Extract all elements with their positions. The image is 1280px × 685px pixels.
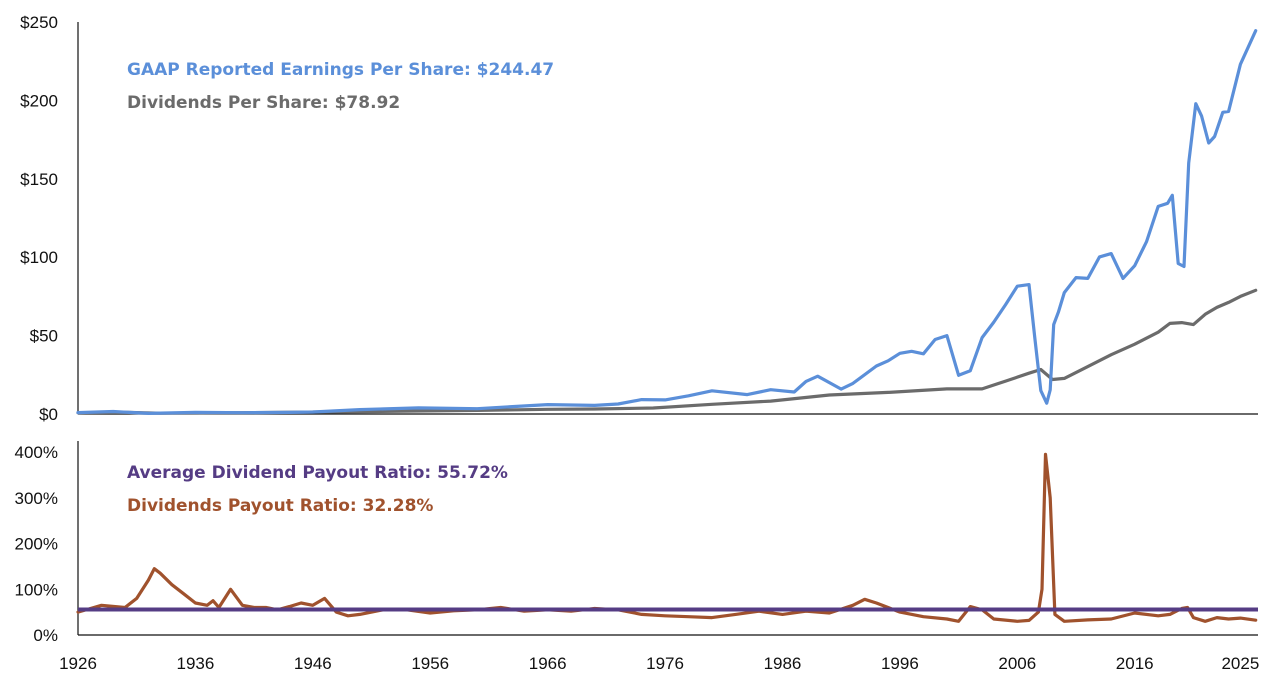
bottom-data-points <box>77 454 1259 622</box>
x-tick-label: 1946 <box>294 654 332 673</box>
x-tick-label: 1976 <box>646 654 684 673</box>
bottom-y-tick-labels: 400% 300% 200% 100% 0% <box>15 443 58 645</box>
bottom-y-tick-label: 400% <box>15 443 58 462</box>
payout-ratio-annotation: Dividends Payout Ratio: 32.28% <box>127 496 433 516</box>
payout-ratio-panel: 400%300%200%100%0% 1926 1936 1946 1956 1966 1… <box>15 441 1259 673</box>
x-tick-label: 1996 <box>881 654 919 673</box>
x-tick-labels: 1926 1936 1946 1956 1966 1976 1986 1996 2006 2016… <box>59 654 1259 673</box>
dividends-annotation: Dividends Per Share: $78.92 <box>127 93 400 113</box>
top-y-tick-label: $150 <box>20 170 58 189</box>
bottom-y-tick-label: 0% <box>33 626 58 645</box>
x-tick-label: 1926 <box>59 654 97 673</box>
x-tick-label: 2006 <box>998 654 1036 673</box>
bottom-y-tick-label: 200% <box>15 535 58 554</box>
dividend-payout-ratio-line <box>76 452 1258 623</box>
x-tick-label: 2016 <box>1116 654 1154 673</box>
dividends-per-share-line <box>76 288 1258 415</box>
x-tick-label: 1956 <box>411 654 449 673</box>
top-y-tick-label: $200 <box>20 91 58 110</box>
x-tick-label: 1986 <box>764 654 802 673</box>
x-tick-label: 1966 <box>529 654 567 673</box>
bottom-y-tick-label: 100% <box>15 580 58 599</box>
x-tick-label: 1936 <box>176 654 214 673</box>
average-payout-annotation: Average Dividend Payout Ratio: 55.72% <box>127 463 508 483</box>
eps-line <box>76 29 1258 415</box>
bottom-y-tick-label: 300% <box>15 489 58 508</box>
top-y-tick-label: $100 <box>20 248 58 267</box>
top-y-tick-label: $250 <box>20 13 58 32</box>
top-y-tick-label: $50 <box>30 327 58 346</box>
top-y-tick-label: $0 <box>39 405 58 424</box>
earnings-dividends-panel: $250 $200 $150 $100 $50 $0 GAAP Reported Earn… <box>20 13 1258 424</box>
eps-annotation: GAAP Reported Earnings Per Share: $244.4… <box>127 60 554 80</box>
top-y-tick-labels: $250 $200 $150 $100 $50 $0 <box>20 13 58 424</box>
x-tick-label: 2025 <box>1221 654 1259 673</box>
top-data-points <box>77 30 1256 414</box>
